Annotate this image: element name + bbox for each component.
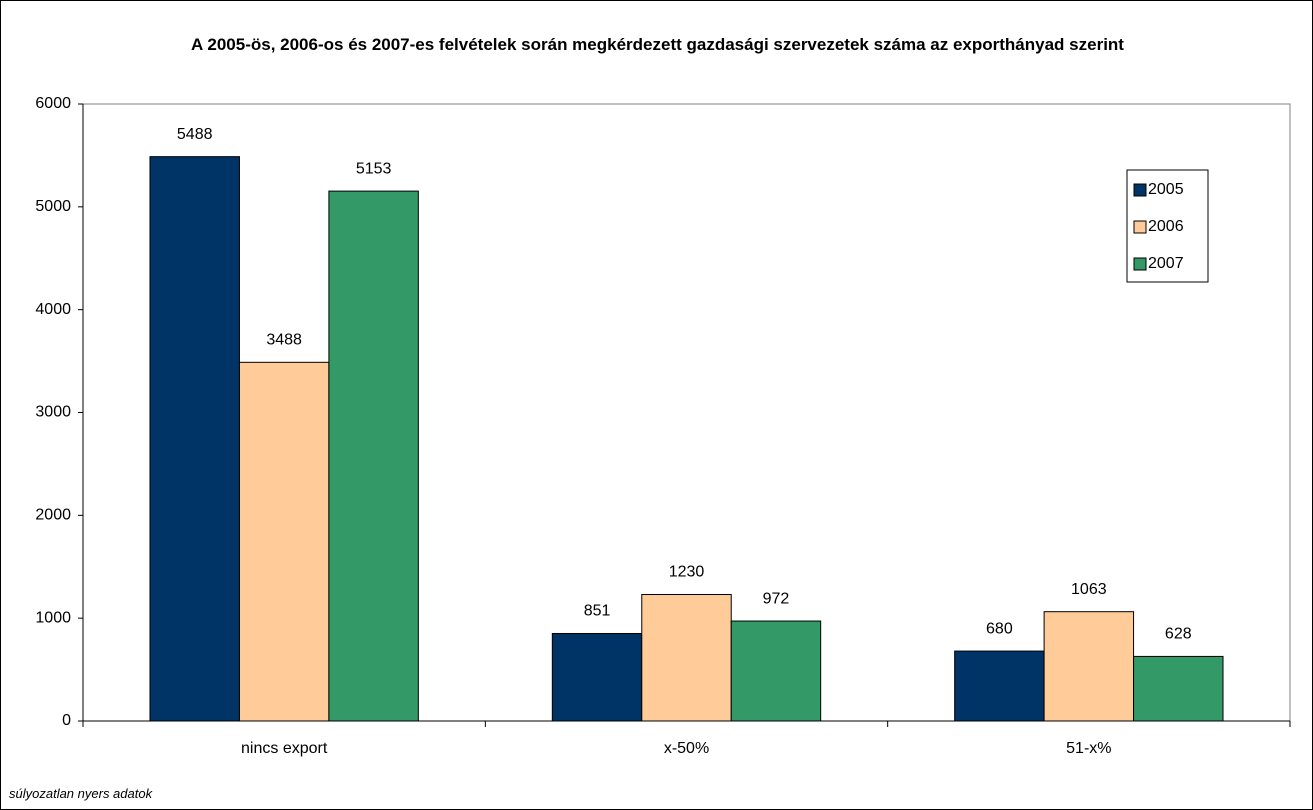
bar — [551, 632, 643, 722]
value-label: 851 — [584, 603, 611, 620]
y-tick-label: 4000 — [35, 301, 71, 318]
x-tick-label: nincs export — [241, 740, 328, 757]
value-label: 628 — [1165, 626, 1192, 643]
legend-swatch — [1133, 257, 1147, 271]
y-tick-label: 3000 — [35, 404, 71, 421]
value-label: 680 — [986, 620, 1013, 637]
x-tick-label: x-50% — [664, 740, 709, 757]
bar — [328, 190, 419, 722]
y-tick-label: 0 — [62, 712, 71, 729]
y-tick-label: 5000 — [35, 198, 71, 215]
y-tick-label: 2000 — [35, 507, 71, 524]
y-tick-label: 1000 — [35, 609, 71, 626]
bar — [1133, 655, 1224, 722]
legend-label: 2005 — [1148, 181, 1184, 198]
bar — [1043, 611, 1135, 722]
legend-label: 2007 — [1148, 255, 1184, 272]
legend-swatch — [1133, 183, 1147, 197]
legend-label: 2006 — [1148, 218, 1184, 235]
footnote: súlyozatlan nyers adatok — [9, 786, 153, 801]
value-label: 5153 — [356, 160, 392, 177]
bar — [238, 361, 330, 722]
bar — [641, 594, 732, 722]
legend-swatch — [1133, 220, 1147, 234]
value-label: 1063 — [1071, 581, 1107, 598]
value-label: 5488 — [177, 126, 213, 143]
chart-title: A 2005-ös, 2006-os és 2007-es felvételek… — [191, 35, 1124, 54]
bar — [149, 156, 240, 722]
y-tick-label: 6000 — [35, 95, 71, 112]
value-label: 3488 — [266, 332, 302, 349]
value-label: 972 — [763, 590, 790, 607]
bar — [954, 650, 1045, 722]
x-tick-label: 51-x% — [1066, 740, 1111, 757]
value-label: 1230 — [669, 564, 705, 581]
bar — [730, 620, 822, 722]
